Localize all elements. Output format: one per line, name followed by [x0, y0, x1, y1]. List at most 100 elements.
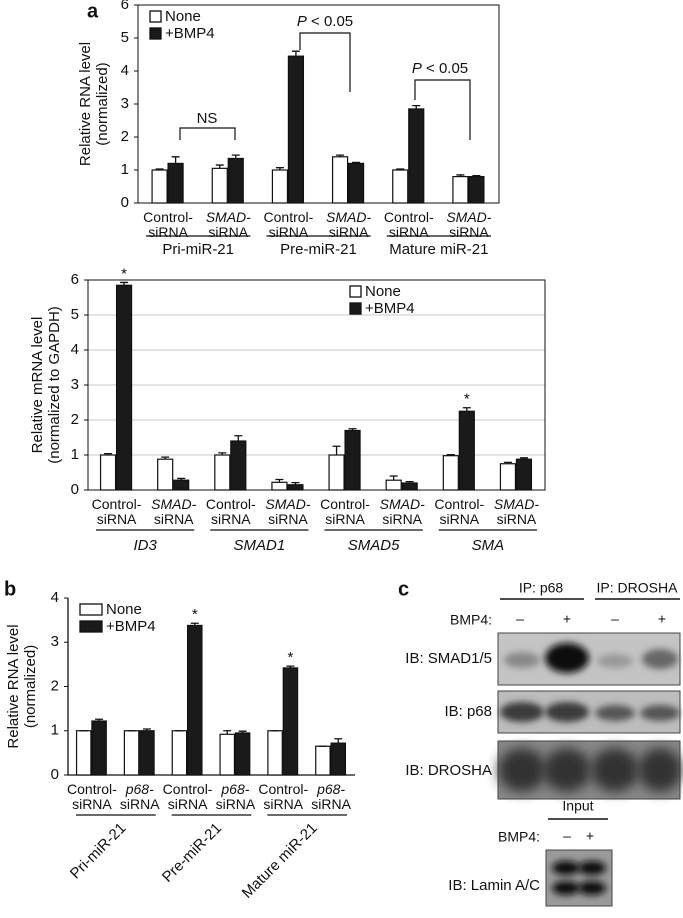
input-label: Input — [562, 798, 593, 814]
bar — [173, 479, 190, 491]
band — [591, 748, 639, 792]
significance-mark: * — [288, 649, 294, 666]
error-bar — [412, 105, 421, 109]
x-tick-label: SMAD-siRNA — [265, 496, 310, 527]
bar — [515, 458, 533, 491]
group-label: Pre-miR-21 — [159, 820, 225, 886]
y-tick-label: 2 — [51, 677, 59, 694]
blot — [545, 849, 613, 907]
band — [578, 861, 606, 875]
group-label: Pri-miR-21 — [162, 241, 234, 258]
y-tick-label: 4 — [121, 62, 129, 79]
group-label: Pri-miR-21 — [67, 820, 130, 883]
y-tick-label: 0 — [51, 766, 59, 783]
band — [552, 861, 580, 875]
group-label: Mature miR-21 — [239, 820, 321, 902]
panel-label: a — [87, 0, 99, 22]
lane-sign: + — [586, 828, 594, 844]
x-tick-label: SMAD-siRNA — [206, 209, 251, 240]
band — [578, 881, 606, 895]
bar — [271, 481, 288, 491]
error-bar — [332, 445, 341, 455]
x-tick-label: SMAD-siRNA — [151, 496, 196, 527]
band — [543, 748, 591, 792]
error-bar — [161, 456, 170, 460]
y-tick-label: 4 — [71, 341, 79, 358]
error-bar — [472, 174, 481, 177]
group-label: ID3 — [133, 537, 157, 554]
panel-label: b — [4, 578, 16, 600]
bar — [468, 176, 485, 204]
band — [504, 652, 540, 668]
plot-frame — [137, 4, 500, 204]
annotation: P < 0.05 — [297, 13, 353, 30]
band — [595, 705, 635, 721]
panel-label: c — [398, 578, 409, 600]
bar — [123, 730, 140, 776]
blot-label: IB: p68 — [444, 703, 492, 720]
error-bar — [215, 164, 224, 169]
annotation-bracket — [299, 32, 351, 92]
error-bar — [223, 730, 232, 735]
y-axis-label: (normalized) — [22, 645, 39, 728]
y-tick-label: 3 — [51, 633, 59, 650]
y-axis-label: (normalized) — [94, 62, 111, 145]
y-tick-label: 3 — [71, 376, 79, 393]
error-bar — [231, 154, 240, 159]
band — [545, 643, 589, 673]
x-tick-label: SMAD-siRNA — [380, 496, 425, 527]
y-axis-label: (normalized to GAPDH) — [46, 306, 63, 464]
bar — [267, 730, 283, 776]
significance-mark: * — [464, 391, 470, 408]
error-bar — [177, 477, 186, 481]
x-tick-label: SMAD-siRNA — [446, 209, 491, 240]
error-bar — [389, 475, 398, 481]
group-label: Mature miR-21 — [389, 241, 488, 258]
annotation-bracket — [414, 79, 471, 140]
band — [552, 881, 580, 895]
error-bar — [291, 482, 300, 485]
bar — [328, 454, 345, 491]
x-tick-label: SMAD-siRNA — [326, 209, 371, 240]
y-tick-label: 3 — [121, 95, 129, 112]
bar — [401, 482, 418, 491]
plot-frame — [87, 279, 546, 491]
significance-mark: * — [121, 265, 127, 282]
legend-swatch — [149, 10, 162, 23]
bar — [151, 169, 168, 204]
x-tick-label: Control-siRNA — [92, 496, 142, 527]
x-tick-label: Control-siRNA — [264, 209, 314, 240]
error-bar — [171, 156, 180, 164]
bar — [344, 429, 361, 491]
significance-mark: * — [192, 606, 198, 623]
band — [640, 705, 680, 721]
bar — [452, 176, 469, 204]
legend-label: None — [365, 283, 401, 300]
bar — [219, 733, 236, 776]
x-tick-label: Control-siRNA — [67, 781, 117, 812]
y-tick-label: 0 — [121, 194, 129, 211]
bar — [408, 108, 425, 204]
blot-label: IB: SMAD1/5 — [405, 650, 492, 667]
bmp4-label: BMP4: — [498, 829, 540, 845]
x-tick-label: Control-siRNA — [320, 496, 370, 527]
legend-swatch — [79, 603, 103, 616]
legend-label: +BMP4 — [106, 618, 156, 635]
bar — [99, 454, 117, 491]
bar — [392, 169, 409, 204]
legend-swatch — [349, 285, 362, 298]
bar — [442, 455, 459, 491]
annotation-bracket — [179, 127, 236, 140]
error-bar — [155, 168, 164, 170]
error-bar — [286, 665, 295, 668]
y-tick-label: 5 — [71, 306, 79, 323]
blot-label: IB: DROSHA — [405, 762, 492, 779]
error-bar — [142, 728, 151, 731]
y-tick-label: 2 — [71, 411, 79, 428]
y-tick-label: 2 — [121, 128, 129, 145]
band — [638, 748, 682, 792]
error-bar — [396, 168, 405, 170]
y-tick-label: 1 — [71, 446, 79, 463]
error-bar — [462, 407, 471, 412]
